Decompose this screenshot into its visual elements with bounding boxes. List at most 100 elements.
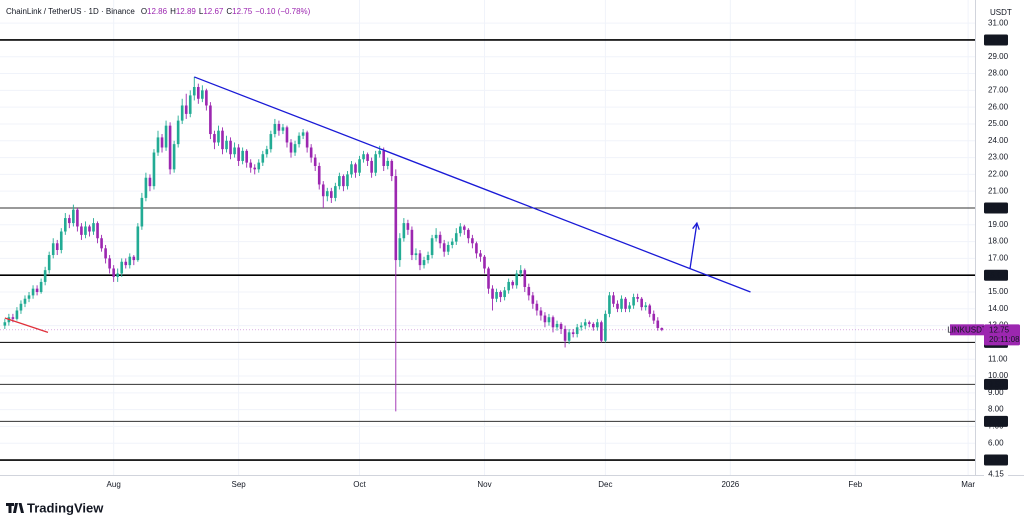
candle-body xyxy=(245,150,248,163)
y-tick-label: 24.00 xyxy=(988,136,1009,145)
currency-label: USDT xyxy=(990,8,1012,17)
candle-body xyxy=(172,144,176,170)
candle-body xyxy=(620,298,623,309)
candle-body xyxy=(152,152,156,187)
candle-body xyxy=(68,218,71,224)
brand-name: TradingView xyxy=(27,500,104,515)
candle-body xyxy=(430,238,434,256)
level-label-box xyxy=(984,415,1008,427)
y-tick-label: 27.00 xyxy=(988,85,1009,94)
candle-body xyxy=(527,286,531,296)
price-tag-box xyxy=(984,324,1020,346)
candle-body xyxy=(346,174,349,187)
candle-body xyxy=(454,233,458,242)
candle-body xyxy=(205,90,208,106)
candle-body xyxy=(15,310,19,319)
candle-body xyxy=(289,142,293,153)
candle-body xyxy=(51,243,55,256)
y-tick-label: 21.00 xyxy=(988,186,1009,195)
trend-line xyxy=(4,317,49,333)
level-label: 7.30 xyxy=(988,417,1004,426)
candle-body xyxy=(309,147,313,158)
candle-body xyxy=(422,260,426,266)
candle-body xyxy=(128,256,132,266)
candle-body xyxy=(80,226,83,235)
candle-body xyxy=(491,288,494,299)
candle-body xyxy=(3,322,7,326)
candle-body xyxy=(450,241,454,245)
countdown: 20:11:08 xyxy=(989,335,1020,344)
y-tick-label: 18.00 xyxy=(988,237,1009,246)
candle-body xyxy=(120,261,124,274)
y-tick-label: 14.00 xyxy=(988,304,1009,313)
candle-body xyxy=(563,328,567,341)
candle-body xyxy=(587,322,591,324)
candle-body xyxy=(648,305,652,314)
level-label: 30.00 xyxy=(986,36,1007,45)
legend-change: −0.10 (−0.78%) xyxy=(255,7,310,16)
candle-body xyxy=(100,238,103,249)
candle-body xyxy=(479,253,482,257)
y-tick-label: 9.00 xyxy=(988,388,1004,397)
candle-body xyxy=(88,226,91,232)
candle-body xyxy=(406,223,410,230)
candle-body xyxy=(35,288,39,293)
candle-body xyxy=(196,87,200,99)
candle-body xyxy=(390,160,394,177)
candle-body xyxy=(608,295,611,314)
candle-body xyxy=(523,270,527,287)
candle-body xyxy=(386,160,390,166)
level-label: 5.00 xyxy=(988,456,1004,465)
candle-body xyxy=(616,303,619,309)
candle-body xyxy=(192,87,196,96)
candle-body xyxy=(72,209,75,224)
candle-body xyxy=(265,149,269,155)
candle-body xyxy=(660,327,664,330)
candle-body xyxy=(253,167,257,170)
candle-body xyxy=(63,218,67,232)
candle-body xyxy=(442,243,446,252)
candle-body xyxy=(374,154,377,173)
candle-body xyxy=(184,105,188,114)
candle-body xyxy=(325,191,329,197)
candle-body xyxy=(499,292,502,298)
candle-body xyxy=(11,317,15,319)
y-tick-label: 29.00 xyxy=(988,52,1009,61)
candle-body xyxy=(269,134,273,150)
candle-body xyxy=(225,140,228,150)
arrow-head xyxy=(692,221,700,230)
brand-logo: TradingView xyxy=(6,500,104,515)
symbol-tag-box xyxy=(950,324,984,336)
level-label-box xyxy=(984,269,1008,281)
legend-key: H xyxy=(170,7,176,16)
level-label: 20.00 xyxy=(986,204,1007,213)
candle-body xyxy=(76,209,79,227)
candle-body xyxy=(39,281,43,293)
x-tick-label: Dec xyxy=(598,480,612,489)
candle-body xyxy=(301,132,305,136)
candle-body xyxy=(257,162,261,170)
level-label-box xyxy=(984,378,1008,390)
candle-body xyxy=(483,256,486,269)
candle-body xyxy=(213,134,216,143)
candle-body xyxy=(27,295,31,299)
candle-body xyxy=(438,234,442,244)
candle-body xyxy=(237,147,240,161)
candle-body xyxy=(571,332,575,335)
candle-body xyxy=(176,120,180,145)
candle-body xyxy=(535,303,539,311)
candle-body xyxy=(644,305,648,308)
candle-body xyxy=(47,255,51,271)
legend-value: 12.67 xyxy=(203,7,224,16)
y-tick-label: 19.00 xyxy=(988,220,1009,229)
candle-body xyxy=(59,231,63,250)
price-tag: 12.75 xyxy=(989,325,1010,334)
candle-body xyxy=(636,297,639,299)
candle-body xyxy=(555,323,559,328)
candle-body xyxy=(539,310,543,316)
candle-body xyxy=(612,295,615,304)
candle-body xyxy=(297,135,301,145)
candle-body xyxy=(305,132,309,148)
candle-body xyxy=(567,332,571,341)
candle-body xyxy=(124,261,128,266)
